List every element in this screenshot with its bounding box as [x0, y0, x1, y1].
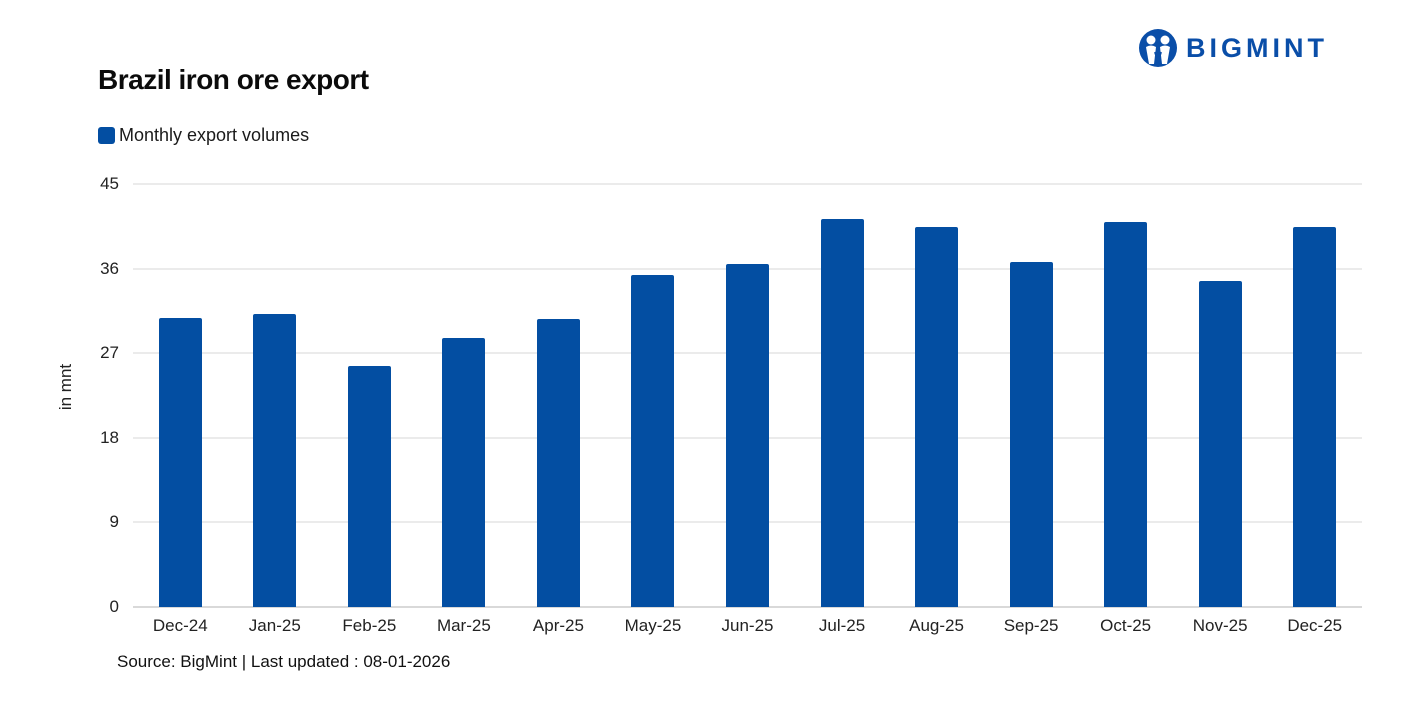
y-tick-label: 45	[100, 174, 119, 193]
source-note: Source: BigMint | Last updated : 08-01-2…	[117, 652, 451, 671]
bar-aug-25[interactable]	[915, 227, 959, 607]
bar-dec-25[interactable]	[1293, 227, 1337, 607]
bar-jul-25[interactable]	[820, 218, 864, 607]
gridline	[133, 183, 1362, 185]
plot-area: 0 9 18 27 36 45 Dec-24 Jan-25 Feb-25 Mar-25 Apr-25…	[100, 174, 1362, 635]
x-axis-baseline	[133, 606, 1362, 608]
bar-sep-25[interactable]	[1009, 262, 1053, 607]
y-tick-label: 36	[100, 258, 119, 278]
bar-dec-24[interactable]	[158, 318, 202, 607]
x-tick-label: Jul-25	[818, 616, 866, 635]
x-tick-label: Dec-25	[1287, 616, 1343, 635]
y-tick-label: 18	[100, 427, 119, 447]
x-tick-label: Aug-25	[909, 616, 964, 635]
y-axis-label: in mnt	[56, 363, 75, 411]
legend: Monthly export volumes	[98, 125, 309, 146]
bigmint-logo: BIGMINT	[1138, 28, 1328, 68]
x-tick-label: Oct-25	[1100, 616, 1152, 635]
y-tick-label: 0	[109, 597, 119, 616]
x-tick-label: May-25	[624, 616, 682, 635]
x-tick-label: Nov-25	[1192, 616, 1248, 635]
x-tick-label: Apr-25	[532, 616, 584, 635]
logo-text: BIGMINT	[1186, 32, 1328, 63]
legend-swatch	[98, 127, 115, 144]
bar-mar-25[interactable]	[442, 338, 486, 607]
x-tick-label: Jan-25	[248, 616, 301, 635]
bar-jun-25[interactable]	[726, 263, 769, 607]
bar-nov-25[interactable]	[1198, 280, 1242, 607]
bar-feb-25[interactable]	[347, 366, 391, 607]
bar-may-25[interactable]	[631, 275, 675, 607]
chart-title: Brazil iron ore export	[98, 64, 369, 95]
bar-jan-25[interactable]	[253, 313, 297, 607]
legend-label: Monthly export volumes	[119, 125, 310, 145]
bar-apr-25[interactable]	[536, 319, 580, 607]
bigmint-people-icon	[1139, 29, 1177, 67]
y-tick-label: 9	[109, 512, 119, 532]
y-tick-label: 27	[100, 343, 119, 363]
x-tick-label: Sep-25	[1003, 616, 1059, 635]
x-tick-label: Mar-25	[436, 616, 491, 635]
x-tick-label: Feb-25	[342, 616, 397, 635]
x-tick-label: Jun-25	[721, 616, 774, 635]
bar-oct-25[interactable]	[1104, 221, 1148, 607]
x-tick-label: Dec-24	[152, 616, 208, 635]
